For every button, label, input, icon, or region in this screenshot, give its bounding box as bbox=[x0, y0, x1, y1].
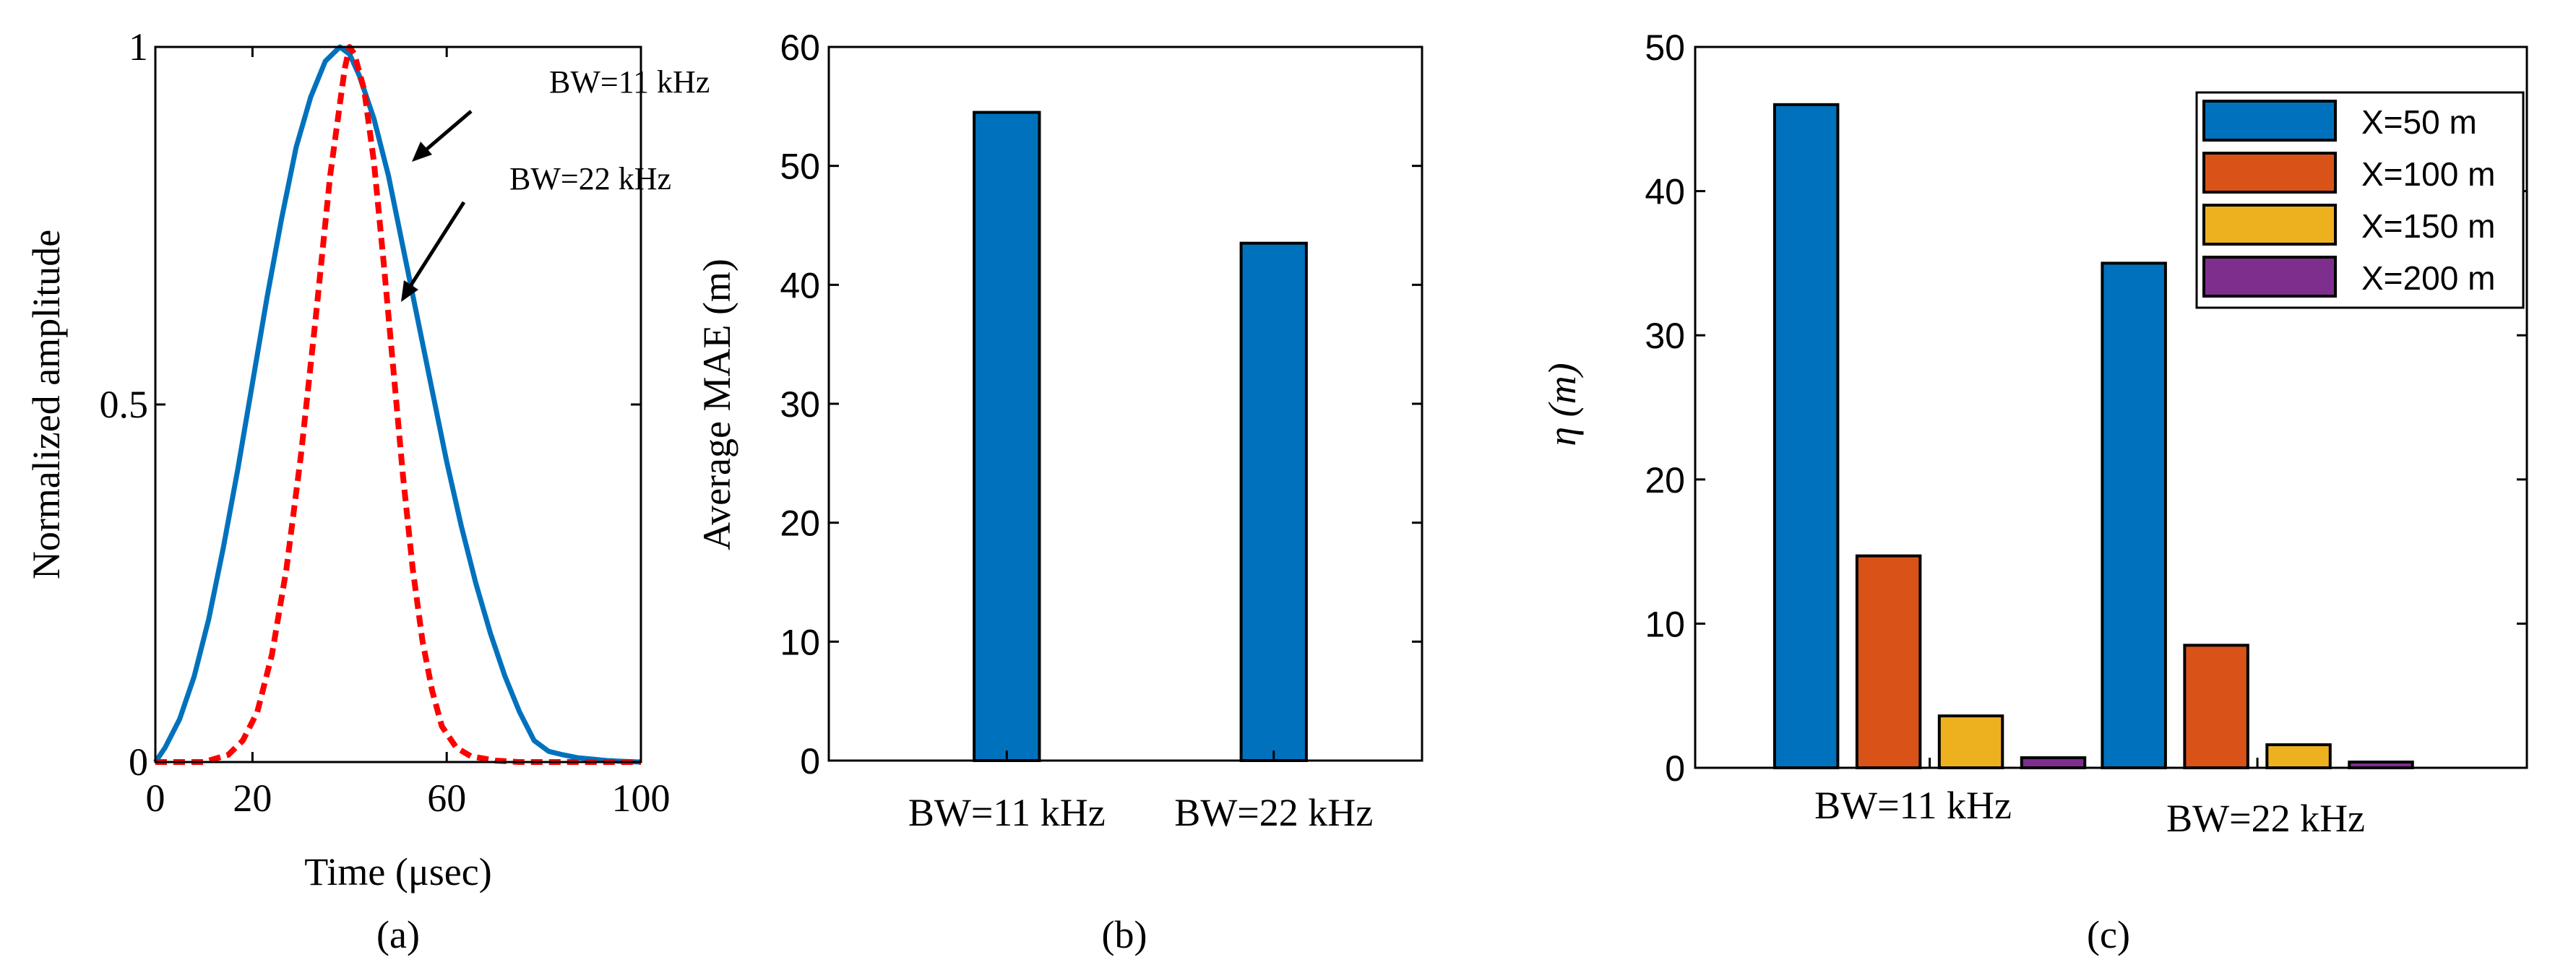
panel-c-x-tick-label-0: BW=11 kHz bbox=[1814, 784, 2012, 827]
panel-b-y-tick-label-6: 60 bbox=[780, 27, 820, 68]
panel-a-annotation-bw22: BW=22 kHz bbox=[509, 161, 671, 196]
panel-c-legend-swatch-2 bbox=[2202, 152, 2337, 194]
panel-b-y-tick-label-0: 0 bbox=[800, 741, 820, 782]
panel-b-y-tick-label-4: 40 bbox=[780, 265, 820, 306]
panel-a-line-chart: 0 20 60 100 0 0.5 1 BW=11 kHz BW=22 kHz Time (… bbox=[25, 25, 710, 956]
panel-b-y-tick-label-5: 50 bbox=[780, 147, 820, 187]
panel-c-legend-label-3: X=150 m bbox=[2361, 207, 2495, 245]
panel-b-y-tick-label-1: 10 bbox=[780, 622, 820, 662]
panel-c-bar-2-series-2 bbox=[2183, 644, 2249, 770]
panel-c-legend-swatch-4 bbox=[2202, 256, 2337, 298]
panel-a-x-axis-label: Time (μsec) bbox=[304, 850, 491, 893]
panel-c-y-axis-label: η (m) bbox=[1541, 363, 1584, 446]
panel-b-x-tick-label-1: BW=22 kHz bbox=[1174, 791, 1373, 834]
panel-a-x-tick-label-3: 100 bbox=[612, 776, 671, 820]
panel-b-bar-1 bbox=[973, 111, 1041, 763]
panel-b-label: (b) bbox=[1102, 913, 1147, 956]
panel-c-label: (c) bbox=[2087, 913, 2130, 956]
panel-a-label: (a) bbox=[376, 913, 420, 956]
panel-c-legend-label-4: X=200 m bbox=[2361, 259, 2495, 297]
panel-c-y-tick-label-1: 10 bbox=[1645, 604, 1685, 644]
panel-c-legend-swatch-1 bbox=[2202, 100, 2337, 142]
panel-a-x-tick-label-0: 0 bbox=[146, 776, 165, 820]
panel-c-bar-1-series-4 bbox=[2020, 756, 2087, 769]
panel-c-legend-label-1: X=50 m bbox=[2361, 103, 2477, 141]
panel-a-x-tick-label-1: 20 bbox=[233, 776, 272, 820]
panel-c-axes-box bbox=[1694, 46, 2528, 769]
panel-c-legend-swatch-3 bbox=[2202, 204, 2337, 246]
panel-c-grouped-bar-chart: 0 10 20 30 40 50 BW=11 kHz BW=22 kHz η (m) X=50… bbox=[1541, 27, 2528, 956]
panel-a-arrow-bw22 bbox=[401, 201, 466, 302]
panel-c-y-tick-label-4: 40 bbox=[1645, 172, 1685, 212]
panel-a-x-tick-label-2: 60 bbox=[427, 776, 466, 820]
panel-c-bar-2-series-1 bbox=[2101, 261, 2167, 769]
panel-a-series-line-1 bbox=[153, 44, 642, 765]
panel-b-x-tick-label-0: BW=11 kHz bbox=[908, 791, 1106, 834]
panel-c-bar-1-series-3 bbox=[1937, 714, 2004, 769]
panel-a-y-tick-label-2: 1 bbox=[129, 25, 148, 69]
panel-c-y-tick-label-2: 20 bbox=[1645, 460, 1685, 501]
panel-a-y-tick-label-0: 0 bbox=[129, 740, 148, 784]
panel-a-y-tick-label-1: 0.5 bbox=[100, 383, 149, 426]
panel-c-x-tick-label-1: BW=22 kHz bbox=[2166, 797, 2365, 840]
panel-a-annotation-bw11: BW=11 kHz bbox=[549, 64, 710, 100]
panel-b-bar-chart: 0 10 20 30 40 50 60 BW=11 kHz BW=22 kHz Average … bbox=[695, 27, 1423, 956]
panel-c-y-tick-label-0: 0 bbox=[1665, 748, 1685, 789]
panel-b-y-axis-label: Average MAE (m) bbox=[695, 259, 738, 550]
panel-c-legend: X=50 m X=100 m X=150 m X=200 m bbox=[2195, 91, 2525, 309]
panel-c-legend-label-2: X=100 m bbox=[2361, 155, 2495, 193]
panel-c-bar-2-series-3 bbox=[2265, 743, 2332, 769]
panel-b-y-tick-label-3: 30 bbox=[780, 384, 820, 425]
panel-c-y-tick-label-3: 30 bbox=[1645, 316, 1685, 356]
panel-b-bar-2 bbox=[1239, 241, 1308, 762]
panel-c-bar-1-series-1 bbox=[1772, 103, 1840, 769]
panel-c-y-tick-label-5: 50 bbox=[1645, 27, 1685, 68]
panel-b-y-tick-label-2: 20 bbox=[780, 503, 820, 544]
panel-a-y-axis-label: Normalized amplitude bbox=[25, 230, 68, 579]
panel-a-arrow-bw11 bbox=[412, 110, 473, 162]
panel-c-bar-1-series-2 bbox=[1855, 554, 1922, 769]
